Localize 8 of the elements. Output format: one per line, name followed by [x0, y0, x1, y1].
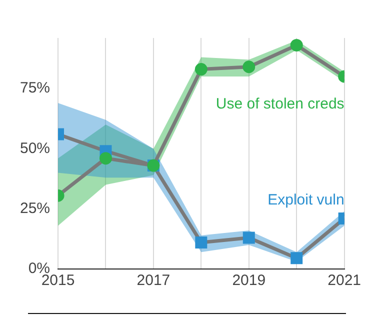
y-tick-label: 50% [20, 140, 50, 157]
series-label: Use of stolen creds [216, 96, 344, 113]
x-tick-label: 2017 [136, 272, 170, 290]
x-tick-label: 2019 [232, 272, 266, 290]
x-tick-label: 2021 [328, 272, 362, 290]
y-tick-label: 25% [20, 200, 50, 217]
series-label: Exploit vuln [268, 192, 344, 209]
y-tick-label: 75% [20, 80, 50, 97]
